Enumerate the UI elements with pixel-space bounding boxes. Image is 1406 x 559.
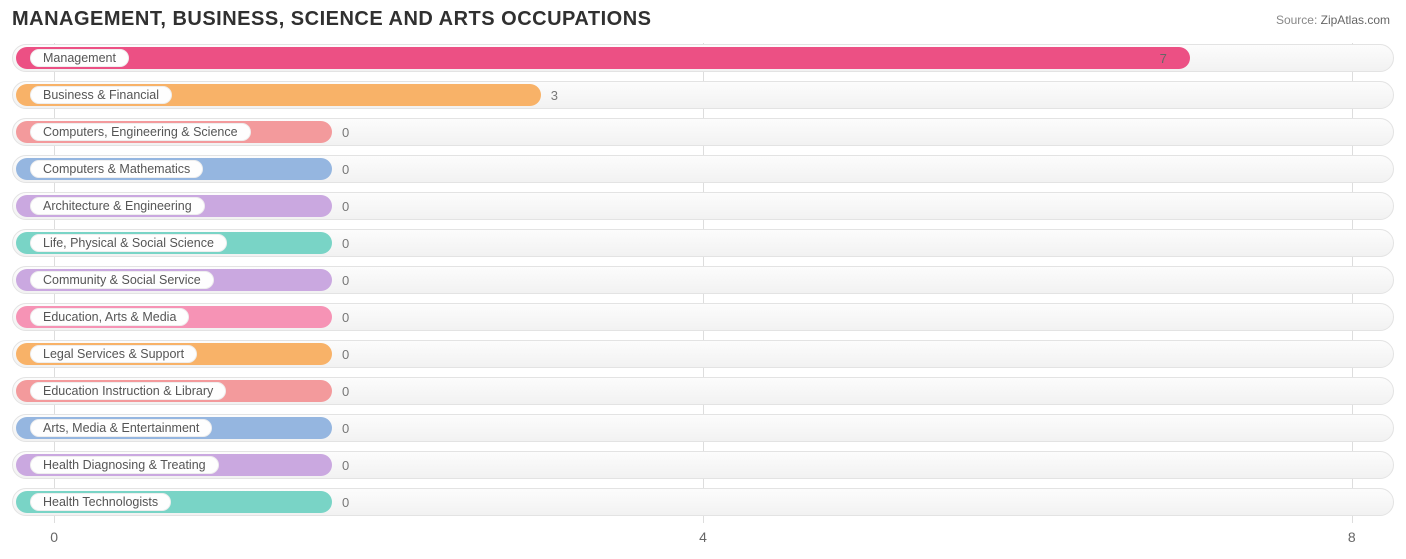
bar-label-pill: Education Instruction & Library	[30, 382, 226, 400]
source-attribution: Source: ZipAtlas.com	[1276, 13, 1390, 27]
bar-value: 0	[342, 381, 349, 401]
bar-value: 0	[342, 307, 349, 327]
bar-label: Education Instruction & Library	[43, 384, 213, 398]
bar-label: Business & Financial	[43, 88, 159, 102]
bar-label: Management	[43, 51, 116, 65]
bar-label-pill: Business & Financial	[30, 86, 172, 104]
bar-row: Architecture & Engineering 0	[12, 191, 1394, 221]
bar-row: Education, Arts & Media 0	[12, 302, 1394, 332]
chart-title: MANAGEMENT, BUSINESS, SCIENCE AND ARTS O…	[12, 8, 651, 31]
bar-label-pill: Computers, Engineering & Science	[30, 123, 251, 141]
bar-label-pill: Health Diagnosing & Treating	[30, 456, 219, 474]
bar-label: Education, Arts & Media	[43, 310, 176, 324]
bar-value: 0	[342, 270, 349, 290]
bar-row: Arts, Media & Entertainment 0	[12, 413, 1394, 443]
bar-row: Health Technologists 0	[12, 487, 1394, 517]
bar-label-pill: Health Technologists	[30, 493, 171, 511]
bar-row: Business & Financial 3	[12, 80, 1394, 110]
bar-value: 0	[342, 418, 349, 438]
bar-value: 0	[342, 159, 349, 179]
bar-value: 0	[342, 492, 349, 512]
bar-row: Health Diagnosing & Treating 0	[12, 450, 1394, 480]
bar-row: Computers & Mathematics 0	[12, 154, 1394, 184]
bar-label-pill: Community & Social Service	[30, 271, 214, 289]
source-label: Source:	[1276, 13, 1317, 27]
bar-row: Community & Social Service 0	[12, 265, 1394, 295]
bar-value: 0	[342, 196, 349, 216]
x-axis-labels: 0 4 8	[12, 529, 1394, 549]
bar-label: Community & Social Service	[43, 273, 201, 287]
bar-label-pill: Architecture & Engineering	[30, 197, 205, 215]
bar-row: Education Instruction & Library 0	[12, 376, 1394, 406]
bar-row: Legal Services & Support 0	[12, 339, 1394, 369]
bar-label: Architecture & Engineering	[43, 199, 192, 213]
x-axis-tick-label: 4	[699, 529, 707, 545]
bar-value: 0	[342, 122, 349, 142]
bar-fill	[16, 47, 1190, 69]
bar-label-pill: Arts, Media & Entertainment	[30, 419, 212, 437]
bars-group: Management 7 Business & Financial 3 Computer…	[12, 43, 1394, 524]
bar-label: Health Diagnosing & Treating	[43, 458, 206, 472]
bar-value: 0	[342, 344, 349, 364]
bar-value: 3	[551, 85, 558, 105]
plot-area: Management 7 Business & Financial 3 Computer…	[12, 43, 1394, 523]
bar-value: 0	[342, 233, 349, 253]
bar-label: Arts, Media & Entertainment	[43, 421, 199, 435]
bar-label-pill: Management	[30, 49, 129, 67]
x-axis-tick-label: 0	[50, 529, 58, 545]
bar-label-pill: Computers & Mathematics	[30, 160, 203, 178]
bar-row: Computers, Engineering & Science 0	[12, 117, 1394, 147]
bar-row: Life, Physical & Social Science 0	[12, 228, 1394, 258]
bar-label: Computers & Mathematics	[43, 162, 190, 176]
source-name: ZipAtlas.com	[1321, 13, 1390, 27]
chart-container: Management 7 Business & Financial 3 Computer…	[12, 43, 1394, 553]
x-axis-tick-label: 8	[1348, 529, 1356, 545]
bar-label-pill: Life, Physical & Social Science	[30, 234, 227, 252]
bar-label: Health Technologists	[43, 495, 158, 509]
bar-label-pill: Legal Services & Support	[30, 345, 197, 363]
bar-row: Management 7	[12, 43, 1394, 73]
bar-label-pill: Education, Arts & Media	[30, 308, 189, 326]
bar-label: Life, Physical & Social Science	[43, 236, 214, 250]
bar-value: 7	[1160, 48, 1167, 68]
bar-label: Legal Services & Support	[43, 347, 184, 361]
chart-header: MANAGEMENT, BUSINESS, SCIENCE AND ARTS O…	[0, 0, 1406, 35]
bar-value: 0	[342, 455, 349, 475]
bar-label: Computers, Engineering & Science	[43, 125, 238, 139]
